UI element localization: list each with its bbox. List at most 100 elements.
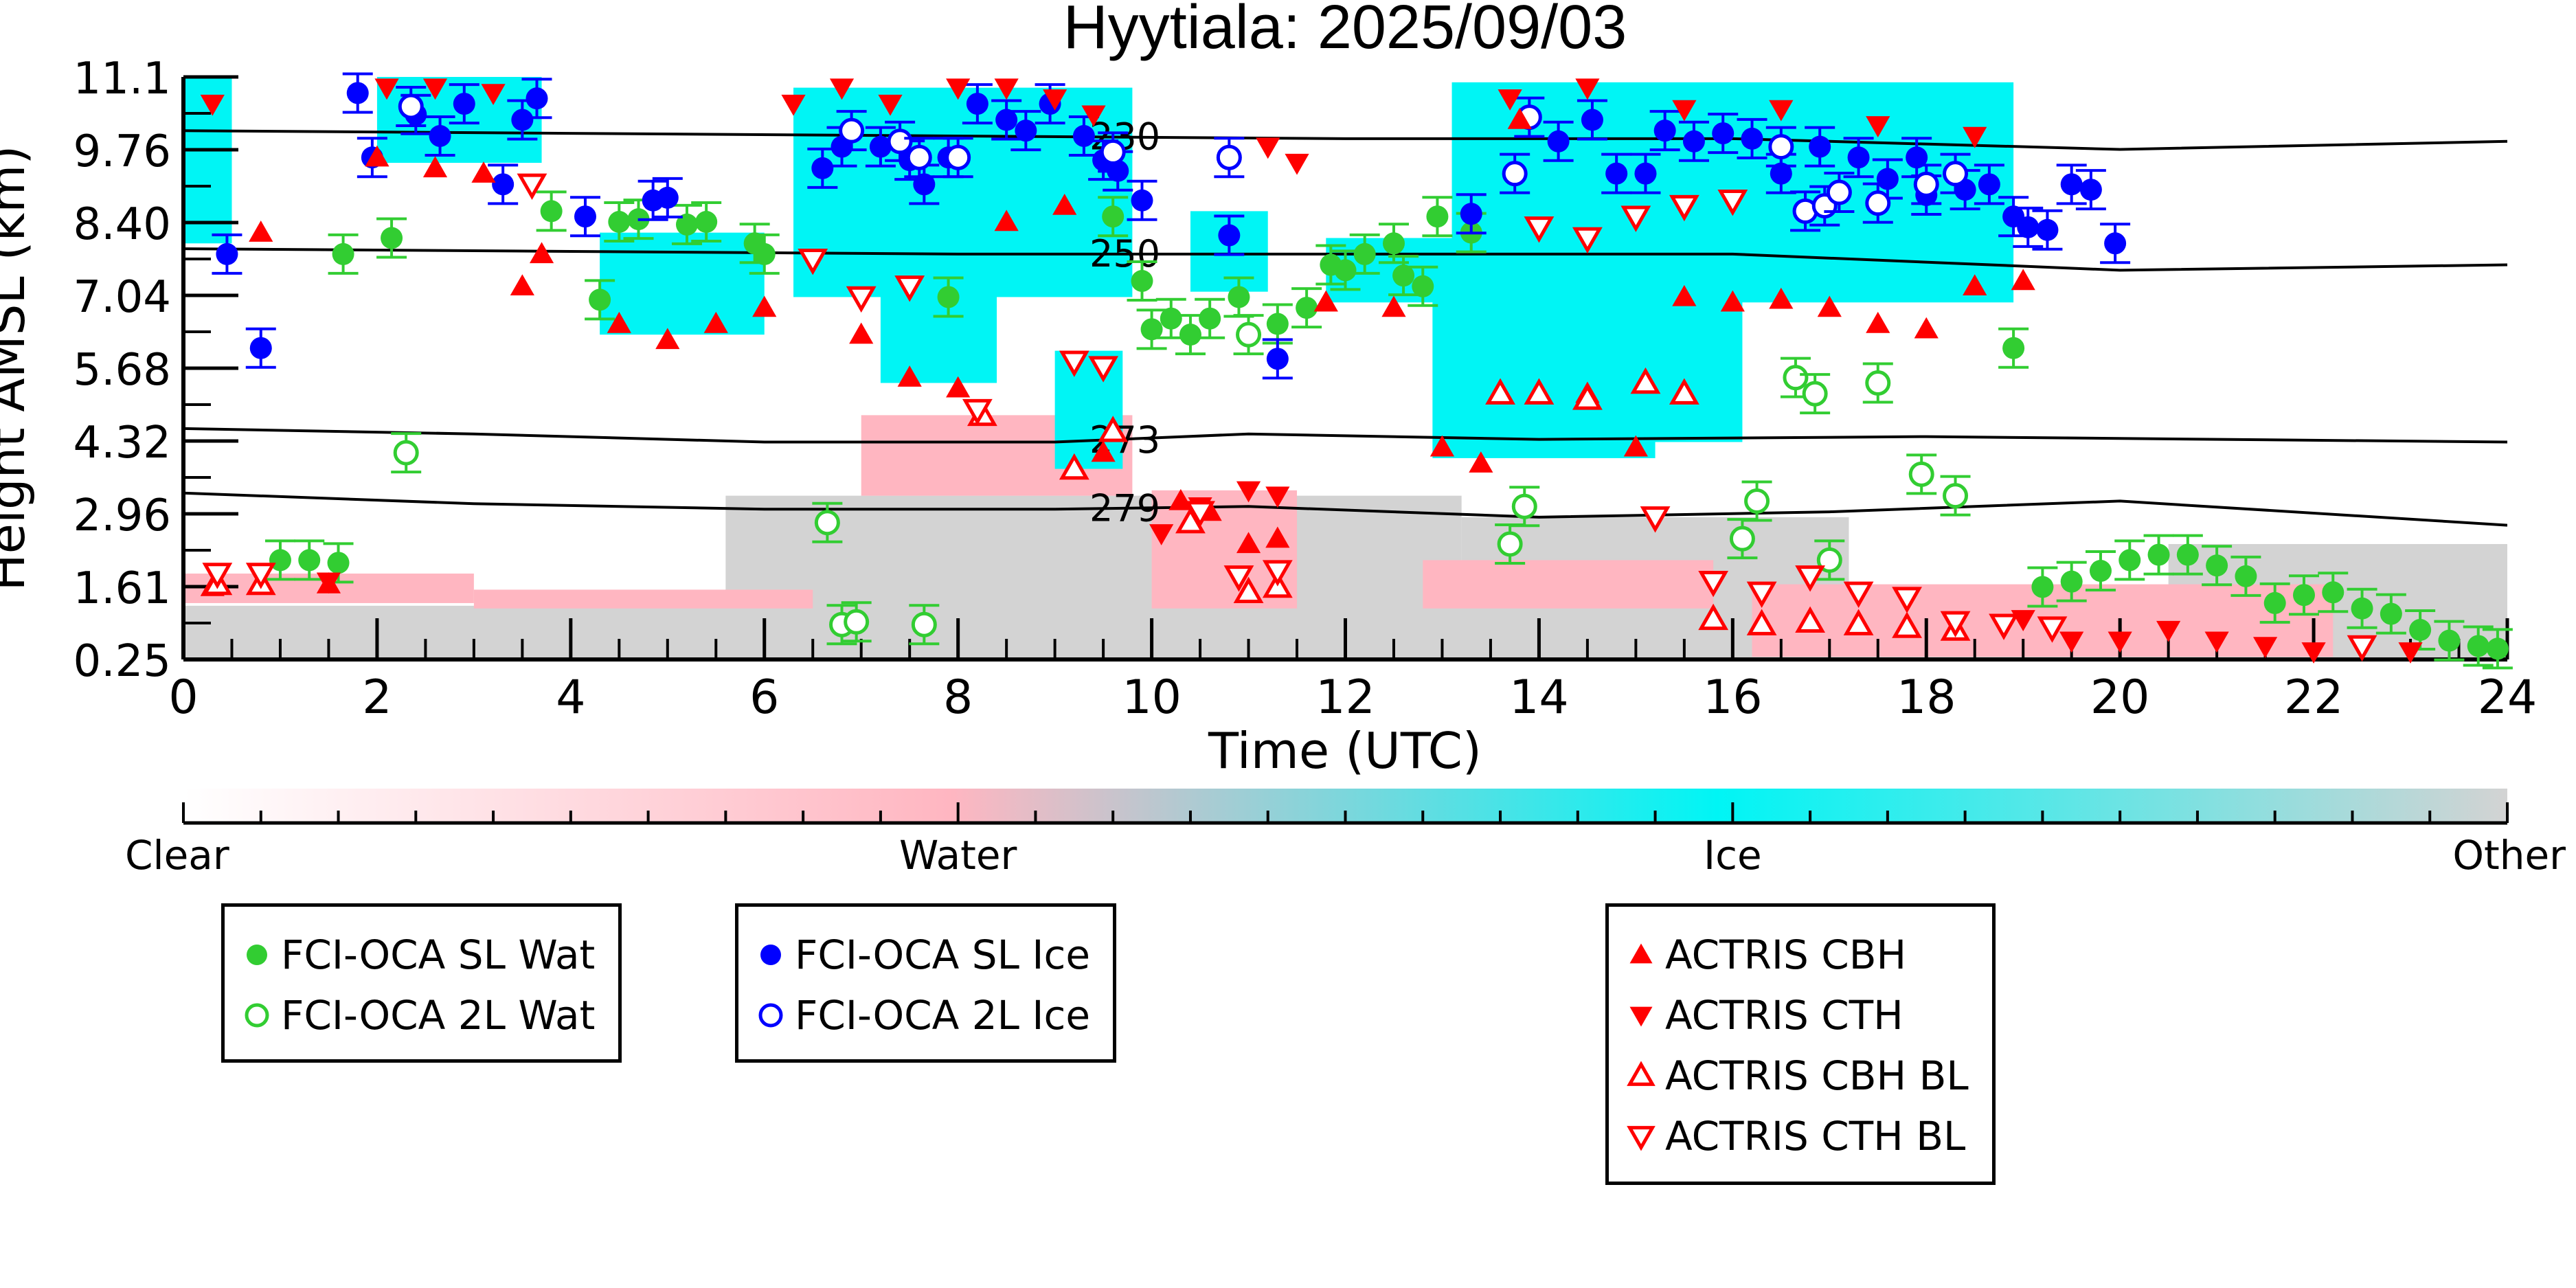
data-point — [1043, 89, 1067, 111]
data-point — [1943, 161, 1969, 187]
data-point — [1102, 205, 1125, 228]
phase-region — [1423, 560, 1714, 609]
data-point — [1547, 130, 1570, 152]
phase-region — [880, 291, 997, 383]
data-point — [2017, 216, 2040, 238]
data-point — [2089, 560, 2112, 583]
x-tick-label: 16 — [1703, 670, 1763, 725]
legend-marker — [1627, 1126, 1656, 1151]
data-point — [752, 295, 777, 317]
legend-marker-shape — [247, 945, 267, 965]
legend-marker-shape — [1629, 943, 1653, 964]
data-point — [966, 93, 988, 115]
x-tick-label: 4 — [556, 670, 585, 725]
data-point — [2347, 635, 2377, 662]
data-point — [517, 173, 547, 200]
data-point — [1843, 609, 1874, 635]
legend-entry: ACTRIS CTH BL — [1617, 1113, 1965, 1160]
data-point — [2104, 232, 2127, 255]
y-tick-label: 11.1 — [74, 54, 172, 104]
legend-marker — [760, 945, 781, 965]
data-point — [1978, 173, 2000, 196]
data-point — [1843, 581, 1874, 608]
data-point — [1669, 194, 1699, 222]
x-tick-label: 18 — [1897, 670, 1956, 725]
data-marks — [200, 72, 2513, 670]
data-point — [1712, 122, 1735, 145]
data-point — [994, 78, 1019, 100]
data-point — [1634, 162, 1657, 185]
data-point — [1866, 116, 1890, 137]
data-point — [913, 173, 936, 196]
data-point — [1914, 317, 1939, 339]
data-point — [2060, 173, 2083, 196]
y-tick-label: 8.40 — [74, 199, 172, 250]
series-actris-cth — [200, 78, 2423, 664]
data-point — [2011, 269, 2035, 291]
data-point — [781, 94, 806, 116]
data-point — [1768, 134, 1794, 160]
phase-region — [1054, 350, 1123, 469]
y-tick-label: 2.96 — [74, 490, 172, 541]
data-point — [316, 572, 341, 594]
colorbar-label: Water — [899, 832, 1017, 879]
data-point — [2351, 597, 2373, 620]
data-point — [1746, 581, 1777, 608]
data-point — [1524, 216, 1555, 243]
data-point — [869, 135, 892, 158]
y-tick-label: 1.61 — [74, 563, 172, 614]
data-point — [1630, 367, 1661, 394]
data-point — [1698, 570, 1729, 598]
data-point — [1682, 130, 1705, 152]
legend-marker — [1629, 943, 1653, 964]
data-point — [1507, 107, 1532, 129]
data-point — [2060, 570, 2083, 593]
data-point — [1524, 378, 1555, 405]
data-point — [1236, 532, 1261, 554]
data-point — [2301, 642, 2326, 664]
x-tick-label: 20 — [2090, 670, 2150, 725]
data-point — [1744, 488, 1770, 514]
legend-marker — [1629, 1006, 1653, 1027]
legend-marker-shape — [1627, 1061, 1656, 1086]
data-point — [1795, 565, 1826, 592]
legend-marker — [245, 1003, 269, 1028]
data-point — [1412, 275, 1434, 297]
data-point — [1876, 168, 1899, 190]
y-tick-label: 9.76 — [74, 126, 172, 177]
legend-label: ACTRIS CTH — [1665, 992, 1903, 1039]
data-point — [906, 144, 932, 170]
data-point — [526, 87, 548, 110]
legend-marker — [247, 945, 267, 965]
data-point — [608, 211, 631, 234]
phase-region — [473, 589, 813, 609]
data-point — [675, 213, 698, 236]
data-point — [1460, 203, 1482, 225]
data-point — [422, 156, 448, 178]
data-point — [1989, 613, 2019, 640]
data-point — [2409, 619, 2432, 642]
legend-label: FCI-OCA 2L Ice — [795, 992, 1091, 1039]
data-point — [1168, 488, 1193, 510]
data-point — [511, 109, 534, 131]
data-point — [1802, 381, 1828, 407]
legend-label: ACTRIS CBH — [1665, 931, 1907, 978]
data-point — [849, 322, 874, 344]
colorbar-ticks: Clear Water Ice Other — [125, 802, 2566, 879]
chart-title: Hyytiala: 2025/09/03 — [1063, 0, 1627, 62]
data-point — [897, 365, 922, 387]
y-tick-label: 0.25 — [74, 636, 172, 687]
data-point — [2292, 584, 2315, 607]
legend-label: FCI-OCA SL Ice — [795, 931, 1091, 978]
data-point — [1746, 609, 1777, 635]
data-point — [1913, 171, 1939, 197]
data-point — [1223, 565, 1254, 592]
data-point — [1809, 135, 1831, 158]
data-point — [1149, 524, 1174, 545]
data-point — [540, 200, 563, 223]
data-point — [2036, 218, 2059, 241]
data-point — [245, 563, 276, 589]
data-point — [1334, 259, 1357, 282]
